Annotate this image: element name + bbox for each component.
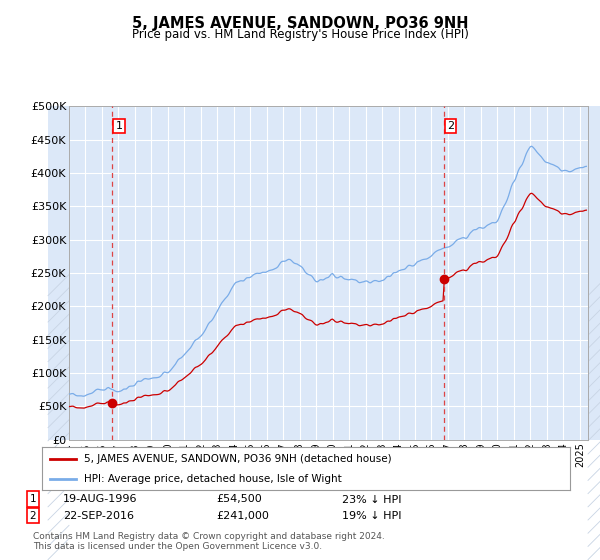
Text: 23% ↓ HPI: 23% ↓ HPI: [342, 494, 401, 505]
Text: 2: 2: [447, 121, 454, 131]
Text: £241,000: £241,000: [216, 511, 269, 521]
Text: HPI: Average price, detached house, Isle of Wight: HPI: Average price, detached house, Isle…: [84, 474, 342, 484]
Text: 5, JAMES AVENUE, SANDOWN, PO36 9NH (detached house): 5, JAMES AVENUE, SANDOWN, PO36 9NH (deta…: [84, 454, 392, 464]
Text: Contains HM Land Registry data © Crown copyright and database right 2024.
This d: Contains HM Land Registry data © Crown c…: [33, 532, 385, 552]
Text: 19% ↓ HPI: 19% ↓ HPI: [342, 511, 401, 521]
Text: 1: 1: [116, 121, 122, 131]
Text: 1: 1: [29, 494, 37, 504]
Text: 19-AUG-1996: 19-AUG-1996: [63, 494, 137, 505]
Text: Price paid vs. HM Land Registry's House Price Index (HPI): Price paid vs. HM Land Registry's House …: [131, 28, 469, 41]
Text: £54,500: £54,500: [216, 494, 262, 505]
Text: 2: 2: [29, 511, 37, 521]
Text: 5, JAMES AVENUE, SANDOWN, PO36 9NH: 5, JAMES AVENUE, SANDOWN, PO36 9NH: [132, 16, 468, 31]
Text: 22-SEP-2016: 22-SEP-2016: [63, 511, 134, 521]
